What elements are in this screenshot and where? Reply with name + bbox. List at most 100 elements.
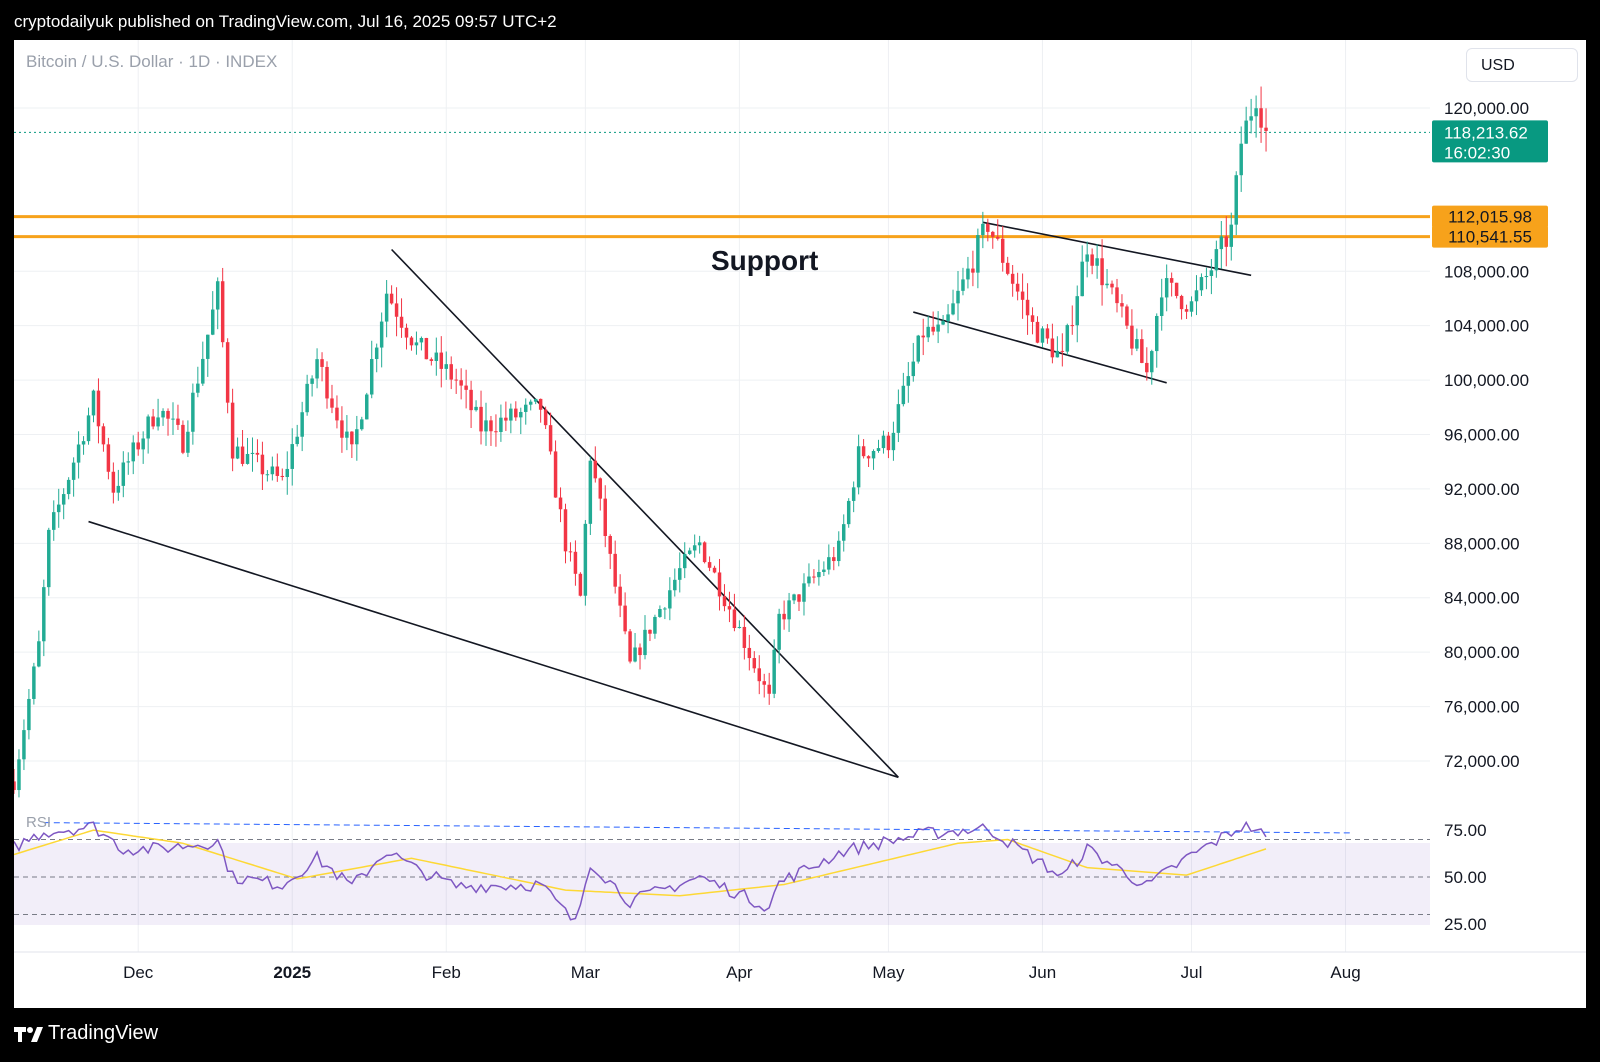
candle-body (171, 418, 175, 420)
tradingview-logo-icon[interactable] (14, 1024, 46, 1046)
candle-body (901, 385, 906, 405)
candle-body (822, 569, 826, 573)
last-price-label: 118,213.62 (1444, 123, 1528, 142)
candle-body (1060, 350, 1065, 352)
candle-body (971, 268, 975, 273)
price-chart[interactable]: Dec 2025 Feb Mar Apr May Jun Jul Aug 120,000.00 10… (14, 40, 1586, 1008)
footer-bar: TradingView (0, 1008, 1600, 1062)
rsi-tick-label: 25.00 (1444, 915, 1487, 934)
rsi-line (14, 820, 1267, 921)
candle-body (285, 468, 290, 478)
candle-body (86, 415, 91, 442)
candle-body (245, 453, 250, 464)
candle-body (1055, 350, 1060, 358)
candle-body (1264, 127, 1268, 131)
candle-body (414, 342, 419, 346)
candle-body (404, 327, 409, 338)
axes-layer: Dec 2025 Feb Mar Apr May Jun Jul Aug 120,000.00 10… (123, 99, 1548, 982)
candle-body (106, 444, 111, 472)
candle-body (1085, 254, 1089, 262)
candle-body (787, 600, 791, 620)
time-tick-label: Mar (571, 963, 601, 982)
candle-body (1115, 287, 1119, 304)
rsi-ma-line (14, 829, 1267, 897)
candle-body (961, 279, 965, 291)
candle-body (1035, 321, 1040, 343)
candle-body (1045, 328, 1050, 339)
candle-body (201, 358, 205, 384)
candle-body (837, 540, 841, 562)
candle-body (220, 281, 225, 343)
candle-body (673, 579, 677, 591)
grid-layer (14, 40, 1586, 953)
candle-body (881, 435, 886, 449)
candle-body (484, 420, 488, 432)
candle-body (111, 471, 116, 493)
candle-body (732, 609, 737, 629)
candle-body (648, 629, 652, 634)
candle-body (832, 557, 836, 562)
price-tick-label: 76,000.00 (1444, 698, 1520, 717)
candle-body (469, 389, 473, 411)
candle-body (777, 613, 781, 650)
candle-body (96, 390, 101, 427)
candle-body (474, 406, 478, 411)
candle-body (1199, 277, 1204, 291)
time-tick-label: Jun (1029, 963, 1056, 982)
currency-button[interactable]: USD (1466, 48, 1578, 82)
candle-body (1020, 291, 1025, 300)
candle-body (1209, 270, 1214, 276)
candle-body (424, 337, 429, 360)
price-tick-label: 96,000.00 (1444, 426, 1520, 445)
candle-body (866, 456, 871, 459)
chart-frame: Dec 2025 Feb Mar Apr May Jun Jul Aug 120,000.00 10… (14, 40, 1586, 1008)
candle-body (668, 590, 672, 609)
candle-body (350, 431, 354, 445)
candle-body (1105, 283, 1109, 286)
price-tick-label: 72,000.00 (1444, 752, 1520, 771)
candle-body (270, 466, 275, 475)
candle-body (340, 420, 344, 438)
candle-body (871, 450, 876, 459)
candle-body (499, 417, 503, 432)
candle-body (479, 406, 483, 432)
candle-body (409, 337, 414, 346)
candle-body (692, 545, 697, 551)
candle-body (663, 608, 667, 610)
candle-body (588, 460, 593, 524)
candle-body (658, 609, 662, 617)
candle-body (37, 641, 41, 667)
candle-body (71, 462, 76, 480)
price-tick-label: 88,000.00 (1444, 534, 1520, 553)
candle-body (320, 359, 324, 367)
publish-header: cryptodailyuk published on TradingView.c… (0, 0, 1600, 40)
candle-body (1030, 315, 1035, 322)
candle-body (583, 523, 588, 596)
candle-body (1130, 325, 1134, 349)
candle-body (265, 474, 270, 476)
trendline (88, 520, 899, 779)
candle-body (797, 594, 801, 602)
last-price-tag (1432, 120, 1548, 163)
candle-body (538, 398, 543, 410)
candle-body (1159, 297, 1164, 316)
trendlines-layer (88, 221, 1252, 779)
candle-body (533, 398, 538, 402)
candle-body (151, 416, 155, 427)
level-lines (14, 131, 1430, 239)
trendline (391, 248, 899, 778)
candle-body (812, 576, 816, 578)
candle-body (991, 231, 995, 237)
candle-body (1229, 224, 1234, 247)
candle-body (335, 407, 339, 421)
candle-body (210, 309, 215, 335)
candle-body (280, 475, 285, 478)
level-price-label: 112,015.98 (1448, 208, 1532, 227)
footer-brand[interactable]: TradingView (48, 1022, 159, 1044)
candle-body (976, 235, 980, 273)
time-tick-label: Feb (432, 963, 461, 982)
candle-body (1174, 282, 1179, 296)
candle-body (946, 314, 950, 322)
candle-body (986, 223, 990, 232)
candle-body (737, 626, 742, 629)
